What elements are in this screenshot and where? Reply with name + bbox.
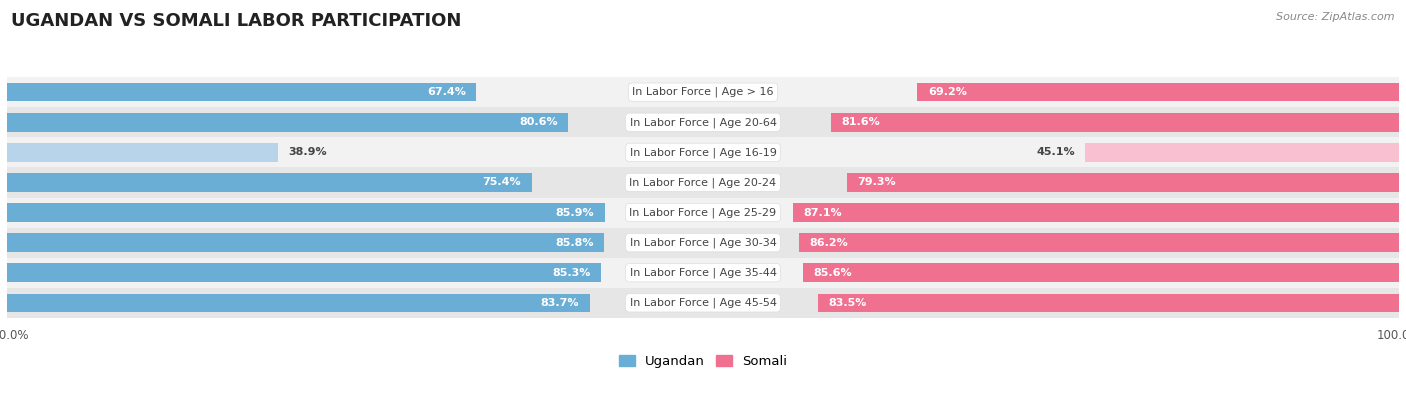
Bar [7,143,278,162]
Text: In Labor Force | Age 16-19: In Labor Force | Age 16-19 [630,147,776,158]
Bar [7,258,1399,288]
Text: In Labor Force | Age 45-54: In Labor Force | Age 45-54 [630,297,776,308]
Bar [799,233,1399,252]
Bar [7,137,1399,167]
Legend: Ugandan, Somali: Ugandan, Somali [613,349,793,373]
Text: 87.1%: 87.1% [803,207,842,218]
Bar [7,228,1399,258]
Text: 85.9%: 85.9% [555,207,595,218]
Bar [7,77,1399,107]
Bar [803,263,1399,282]
Text: In Labor Force | Age 25-29: In Labor Force | Age 25-29 [630,207,776,218]
Text: 85.6%: 85.6% [814,268,852,278]
Text: 38.9%: 38.9% [288,147,326,157]
Bar [831,113,1399,132]
Bar [7,288,1399,318]
Text: 69.2%: 69.2% [928,87,967,97]
Bar [7,198,1399,228]
Text: 45.1%: 45.1% [1036,147,1074,157]
Bar [7,83,477,102]
Bar [7,107,1399,137]
Text: In Labor Force | Age 30-34: In Labor Force | Age 30-34 [630,237,776,248]
Text: In Labor Force | Age > 16: In Labor Force | Age > 16 [633,87,773,98]
Text: 79.3%: 79.3% [858,177,896,188]
Bar [7,173,531,192]
Text: In Labor Force | Age 20-64: In Labor Force | Age 20-64 [630,117,776,128]
Text: 83.7%: 83.7% [541,298,579,308]
Text: Source: ZipAtlas.com: Source: ZipAtlas.com [1277,12,1395,22]
Text: In Labor Force | Age 35-44: In Labor Force | Age 35-44 [630,267,776,278]
Bar [7,167,1399,198]
Bar [7,293,589,312]
Text: UGANDAN VS SOMALI LABOR PARTICIPATION: UGANDAN VS SOMALI LABOR PARTICIPATION [11,12,461,30]
Bar [818,293,1399,312]
Text: 85.3%: 85.3% [553,268,591,278]
Bar [1085,143,1399,162]
Text: 81.6%: 81.6% [842,117,880,127]
Text: 86.2%: 86.2% [810,238,848,248]
Bar [7,263,600,282]
Text: 75.4%: 75.4% [482,177,522,188]
Bar [7,203,605,222]
Text: 83.5%: 83.5% [828,298,866,308]
Bar [793,203,1399,222]
Text: 67.4%: 67.4% [427,87,465,97]
Bar [917,83,1399,102]
Bar [7,113,568,132]
Text: In Labor Force | Age 20-24: In Labor Force | Age 20-24 [630,177,776,188]
Text: 80.6%: 80.6% [519,117,558,127]
Bar [7,233,605,252]
Text: 85.8%: 85.8% [555,238,593,248]
Bar [846,173,1399,192]
